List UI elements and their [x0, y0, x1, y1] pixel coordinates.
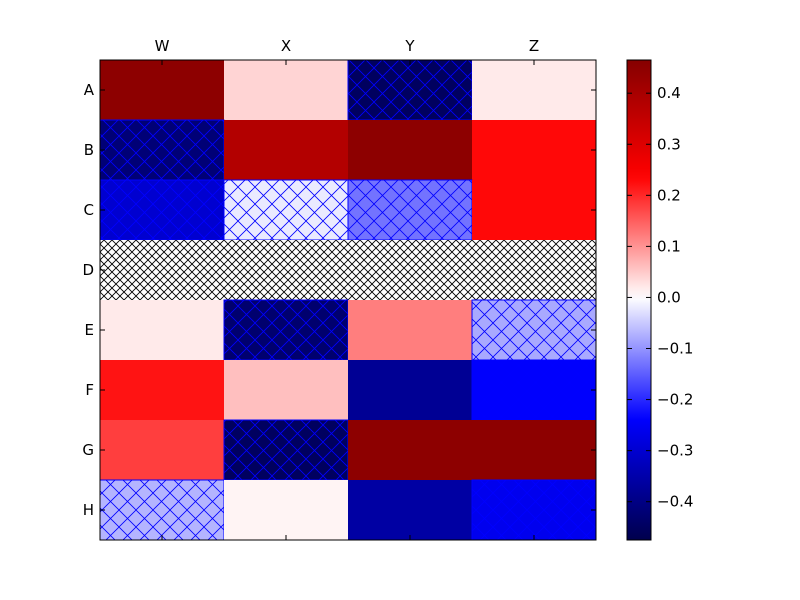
row-ticks: A B C D E F G H [82, 81, 596, 519]
cell-a-w [100, 60, 224, 120]
colorbar-tick-label: 0.2 [657, 186, 681, 204]
cell-g-z [472, 420, 596, 480]
cell-h-z-hatch [471, 479, 597, 541]
cell-e-x-hatch [223, 299, 349, 361]
cell-c-w-hatch [99, 179, 225, 241]
colorbar [626, 59, 652, 541]
column-label-w: W [155, 37, 170, 55]
cell-e-y [348, 300, 472, 360]
colorbar-tick-label: −0.2 [657, 391, 693, 409]
colorbar-ticks: −0.4 −0.3 −0.2 −0.1 0.0 0.1 0.2 0.3 0.4 [627, 84, 693, 511]
row-label-c: C [84, 201, 94, 219]
colorbar-tick-label: −0.1 [657, 340, 693, 358]
cell-f-z-hatch [471, 359, 597, 421]
row-label-f: F [85, 381, 94, 399]
cell-c-x-hatch [223, 179, 349, 241]
cell-g-x-hatch [223, 419, 349, 481]
cell-h-y [348, 480, 472, 540]
cell-b-w-hatch [99, 119, 225, 181]
column-label-y: Y [404, 37, 415, 55]
colorbar-tick-label: 0.1 [657, 237, 681, 255]
row-label-e: E [85, 321, 94, 339]
plot-frame [99, 59, 597, 541]
colorbar-tick-label: 0.4 [657, 84, 681, 102]
cell-f-w [100, 360, 224, 420]
row-label-b: B [84, 141, 94, 159]
cell-d-z-hatch [472, 240, 596, 300]
colorbar-tick-label: −0.4 [657, 493, 693, 511]
cell-a-y-hatch [347, 59, 473, 121]
row-label-g: G [82, 441, 94, 459]
cell-b-y [348, 120, 472, 180]
cell-a-z [472, 60, 596, 120]
colorbar-tick-label: −0.3 [657, 442, 693, 460]
colorbar-tick-label: 0.0 [657, 288, 681, 306]
cell-d-x-hatch [224, 240, 348, 300]
cell-f-y [348, 360, 472, 420]
row-label-h: H [83, 501, 94, 519]
cell-h-w-hatch [99, 479, 225, 541]
cell-h-x [224, 480, 348, 540]
cell-c-y-hatch [347, 179, 473, 241]
cell-b-x [224, 120, 348, 180]
cell-d-y-hatch [348, 240, 472, 300]
cell-e-z-hatch [471, 299, 597, 361]
colorbar-tick-label: 0.3 [657, 135, 681, 153]
cell-g-w [100, 420, 224, 480]
heatmap-cells [99, 59, 597, 541]
cell-g-y [348, 420, 472, 480]
row-label-a: A [84, 81, 95, 99]
column-label-x: X [281, 37, 291, 55]
cell-e-w [100, 300, 224, 360]
column-ticks: W X Y Z [155, 37, 539, 540]
row-label-d: D [82, 261, 94, 279]
column-label-z: Z [529, 37, 539, 55]
cell-b-z [472, 120, 596, 180]
cell-f-x [224, 360, 348, 420]
cell-a-x [224, 60, 348, 120]
cell-c-z [472, 180, 596, 240]
cell-d-w-hatch [100, 240, 224, 300]
